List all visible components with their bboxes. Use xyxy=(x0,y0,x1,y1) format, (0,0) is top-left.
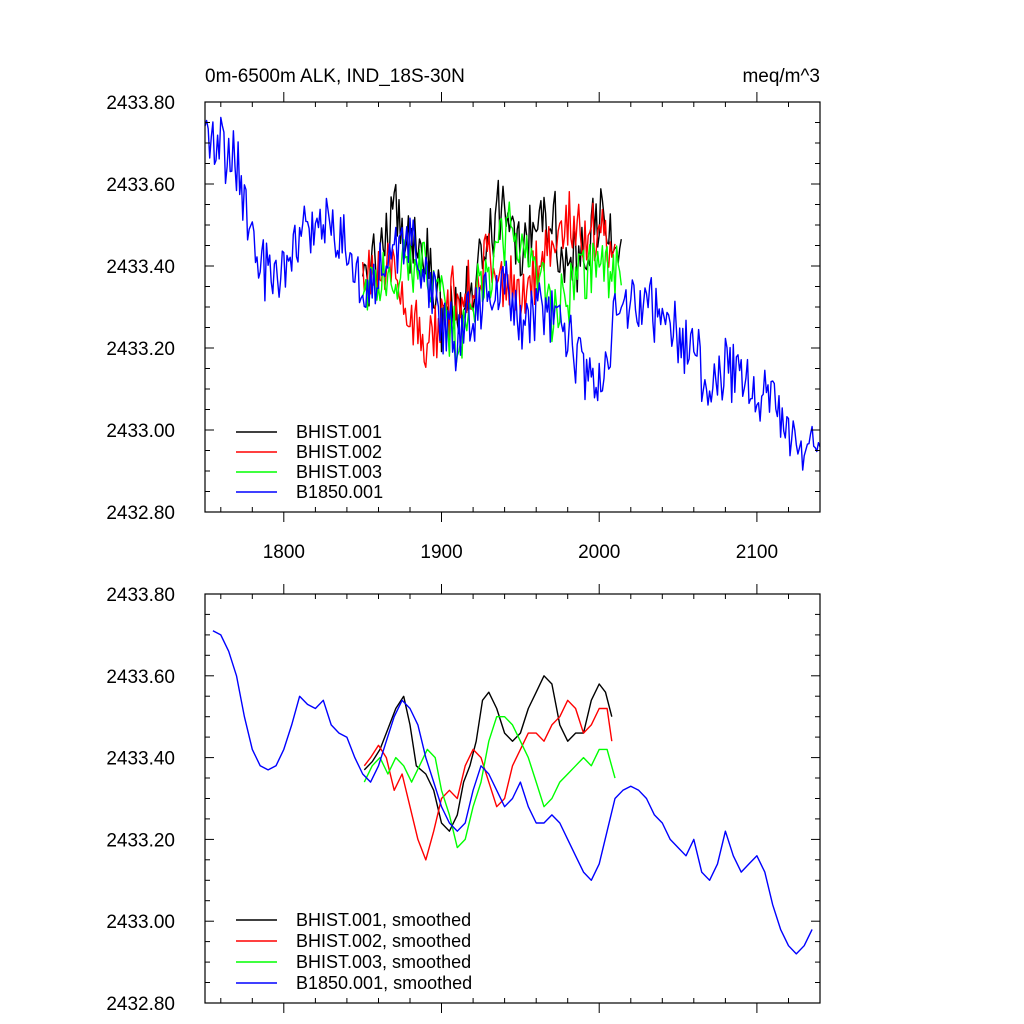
legend-entry: B1850.001 xyxy=(236,482,383,502)
y-tick-label: 2433.00 xyxy=(106,912,175,933)
legend-label: BHIST.003 xyxy=(296,462,382,482)
legend-entry: B1850.001, smoothed xyxy=(236,973,472,993)
legend-label: BHIST.002, smoothed xyxy=(296,931,471,951)
series-line-b1850-001 xyxy=(204,116,821,471)
y-tick-label: 2433.40 xyxy=(106,257,175,278)
legend-entry: BHIST.002 xyxy=(236,442,382,462)
legend-label: BHIST.002 xyxy=(296,442,382,462)
axis-layer: 2432.80 2433.00 2433.20 2433.40 2433.60 2433.… xyxy=(106,92,821,563)
bottom-chart-panel: 2432.80 2433.00 2433.20 2433.40 2433.60 2433.… xyxy=(106,584,821,1015)
y-tick-label: 2433.20 xyxy=(106,830,175,851)
y-tick-label: 2433.00 xyxy=(106,421,175,442)
axis-layer: 2432.80 2433.00 2433.20 2433.40 2433.60 2433.… xyxy=(106,584,821,1015)
series-layer xyxy=(212,630,813,955)
y-tick-label: 2432.80 xyxy=(106,994,175,1015)
x-tick-label: 2100 xyxy=(736,542,778,563)
legend: BHIST.001, smoothed BHIST.002, smoothed … xyxy=(236,910,472,993)
legend: BHIST.001 BHIST.002 BHIST.003 B1850.001 xyxy=(236,422,383,502)
y-tick-label: 2433.80 xyxy=(106,585,175,606)
y-tick-label: 2433.80 xyxy=(106,93,175,114)
chart-units: meq/m^3 xyxy=(742,66,820,87)
y-tick-label: 2433.20 xyxy=(106,339,175,360)
y-tick-label: 2433.40 xyxy=(106,749,175,770)
y-tick-label: 2432.80 xyxy=(106,503,175,524)
legend-entry: BHIST.002, smoothed xyxy=(236,931,471,951)
legend-entry: BHIST.003 xyxy=(236,462,382,482)
legend-label: B1850.001 xyxy=(296,482,383,502)
legend-label: B1850.001, smoothed xyxy=(296,973,472,993)
legend-entry: BHIST.001, smoothed xyxy=(236,910,471,930)
series-line-bhist-002 xyxy=(362,190,616,368)
top-chart-panel: 0m-6500m ALK, IND_18S-30N meq/m^3 2432.8… xyxy=(106,66,821,563)
y-tick-label: 2433.60 xyxy=(106,175,175,196)
legend-entry: BHIST.003, smoothed xyxy=(236,952,471,972)
chart-title: 0m-6500m ALK, IND_18S-30N xyxy=(205,66,465,87)
legend-label: BHIST.001 xyxy=(296,422,382,442)
series-line-bhist-002-smoothed xyxy=(363,699,613,861)
x-tick-label: 2000 xyxy=(578,542,620,563)
x-tick-label: 1800 xyxy=(263,542,305,563)
legend-label: BHIST.001, smoothed xyxy=(296,910,471,930)
x-tick-label: 1900 xyxy=(420,542,462,563)
series-line-b1850-001-smoothed xyxy=(212,630,813,955)
series-line-bhist-001-smoothed xyxy=(363,675,613,832)
legend-label: BHIST.003, smoothed xyxy=(296,952,471,972)
series-line-bhist-003-smoothed xyxy=(363,716,616,849)
legend-entry: BHIST.001 xyxy=(236,422,382,442)
y-tick-label: 2433.60 xyxy=(106,667,175,688)
series-layer xyxy=(204,116,821,471)
series-line-bhist-003 xyxy=(362,201,622,370)
